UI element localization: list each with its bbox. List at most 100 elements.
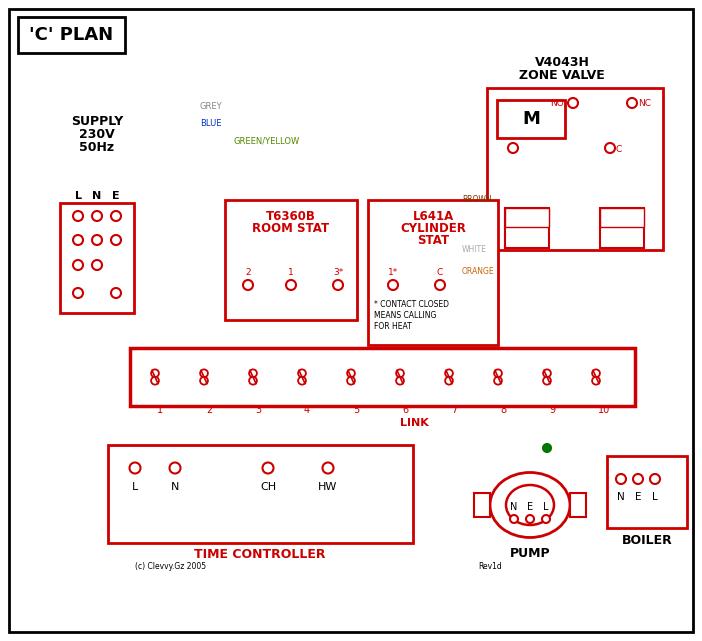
Circle shape xyxy=(111,235,121,245)
Ellipse shape xyxy=(506,485,554,525)
Bar xyxy=(368,200,498,345)
Text: GREEN/YELLOW: GREEN/YELLOW xyxy=(233,136,299,145)
Text: E: E xyxy=(527,502,533,512)
Bar xyxy=(130,348,635,406)
Circle shape xyxy=(396,377,404,385)
Circle shape xyxy=(249,377,257,385)
Circle shape xyxy=(92,260,102,270)
Circle shape xyxy=(298,377,306,385)
Text: C: C xyxy=(616,146,622,154)
Circle shape xyxy=(92,211,102,221)
Text: N: N xyxy=(171,482,179,492)
Circle shape xyxy=(445,377,453,385)
Circle shape xyxy=(435,280,445,290)
Circle shape xyxy=(543,377,551,385)
Text: ROOM STAT: ROOM STAT xyxy=(253,222,329,235)
Text: T6360B: T6360B xyxy=(266,210,316,223)
Text: 6: 6 xyxy=(402,405,408,415)
Circle shape xyxy=(347,369,355,377)
Circle shape xyxy=(322,463,333,474)
Text: E: E xyxy=(635,492,641,502)
Text: C: C xyxy=(437,268,443,277)
Circle shape xyxy=(169,463,180,474)
Circle shape xyxy=(592,369,600,377)
Text: 5: 5 xyxy=(353,405,359,415)
Text: 2: 2 xyxy=(245,268,251,277)
Text: 4: 4 xyxy=(304,405,310,415)
Bar xyxy=(570,493,586,517)
Text: 1: 1 xyxy=(157,405,163,415)
Circle shape xyxy=(510,515,518,523)
Circle shape xyxy=(347,377,355,385)
Text: L641A: L641A xyxy=(412,210,453,223)
Text: Rev1d: Rev1d xyxy=(478,562,502,571)
Text: N: N xyxy=(617,492,625,502)
Bar xyxy=(60,203,134,313)
Circle shape xyxy=(92,235,102,245)
Bar xyxy=(497,100,565,138)
Text: MEANS CALLING: MEANS CALLING xyxy=(374,311,437,320)
Text: TIME CONTROLLER: TIME CONTROLLER xyxy=(194,548,326,561)
Text: (c) Clevvy.Gz 2005: (c) Clevvy.Gz 2005 xyxy=(135,562,206,571)
Bar xyxy=(487,88,663,250)
Text: N: N xyxy=(510,502,517,512)
Text: 3*: 3* xyxy=(333,268,343,277)
Circle shape xyxy=(494,377,502,385)
Circle shape xyxy=(263,463,274,474)
Text: N: N xyxy=(93,191,102,201)
Text: ZONE VALVE: ZONE VALVE xyxy=(519,69,605,82)
Text: CYLINDER: CYLINDER xyxy=(400,222,466,235)
Circle shape xyxy=(73,260,83,270)
Text: NO: NO xyxy=(550,99,564,108)
Circle shape xyxy=(243,280,253,290)
Text: 9: 9 xyxy=(549,405,555,415)
Text: L: L xyxy=(652,492,658,502)
Bar xyxy=(505,208,549,248)
Circle shape xyxy=(286,280,296,290)
Bar xyxy=(600,208,644,248)
Bar xyxy=(600,208,644,227)
Text: V4043H: V4043H xyxy=(534,56,590,69)
Text: STAT: STAT xyxy=(417,234,449,247)
Circle shape xyxy=(605,143,615,153)
Text: 230V: 230V xyxy=(79,128,115,141)
Circle shape xyxy=(543,444,551,452)
Text: 3: 3 xyxy=(255,405,261,415)
Text: LINK: LINK xyxy=(400,418,429,428)
Text: 10: 10 xyxy=(598,405,610,415)
Circle shape xyxy=(627,98,637,108)
Circle shape xyxy=(592,377,600,385)
Bar xyxy=(225,200,357,320)
Text: 1*: 1* xyxy=(388,268,398,277)
Text: * CONTACT CLOSED: * CONTACT CLOSED xyxy=(374,300,449,309)
Circle shape xyxy=(526,515,534,523)
Text: PUMP: PUMP xyxy=(510,547,550,560)
Text: NC: NC xyxy=(638,99,651,108)
Circle shape xyxy=(650,474,660,484)
Text: M: M xyxy=(522,110,540,128)
Text: 2: 2 xyxy=(206,405,212,415)
Text: L: L xyxy=(74,191,81,201)
Circle shape xyxy=(73,288,83,298)
Bar xyxy=(108,445,413,543)
Bar xyxy=(505,208,549,227)
Circle shape xyxy=(249,369,257,377)
Circle shape xyxy=(73,211,83,221)
Text: ORANGE: ORANGE xyxy=(462,267,495,276)
Text: L: L xyxy=(132,482,138,492)
Circle shape xyxy=(388,280,398,290)
Text: FOR HEAT: FOR HEAT xyxy=(374,322,412,331)
Circle shape xyxy=(129,463,140,474)
Circle shape xyxy=(200,377,208,385)
Circle shape xyxy=(111,211,121,221)
Circle shape xyxy=(616,474,626,484)
Bar xyxy=(607,456,687,528)
Text: 50Hz: 50Hz xyxy=(79,141,114,154)
Text: 7: 7 xyxy=(451,405,457,415)
Text: HW: HW xyxy=(318,482,338,492)
Text: WHITE: WHITE xyxy=(462,246,487,254)
Circle shape xyxy=(396,369,404,377)
Circle shape xyxy=(508,143,518,153)
Text: GREY: GREY xyxy=(200,102,223,111)
Text: 'C' PLAN: 'C' PLAN xyxy=(29,26,113,44)
